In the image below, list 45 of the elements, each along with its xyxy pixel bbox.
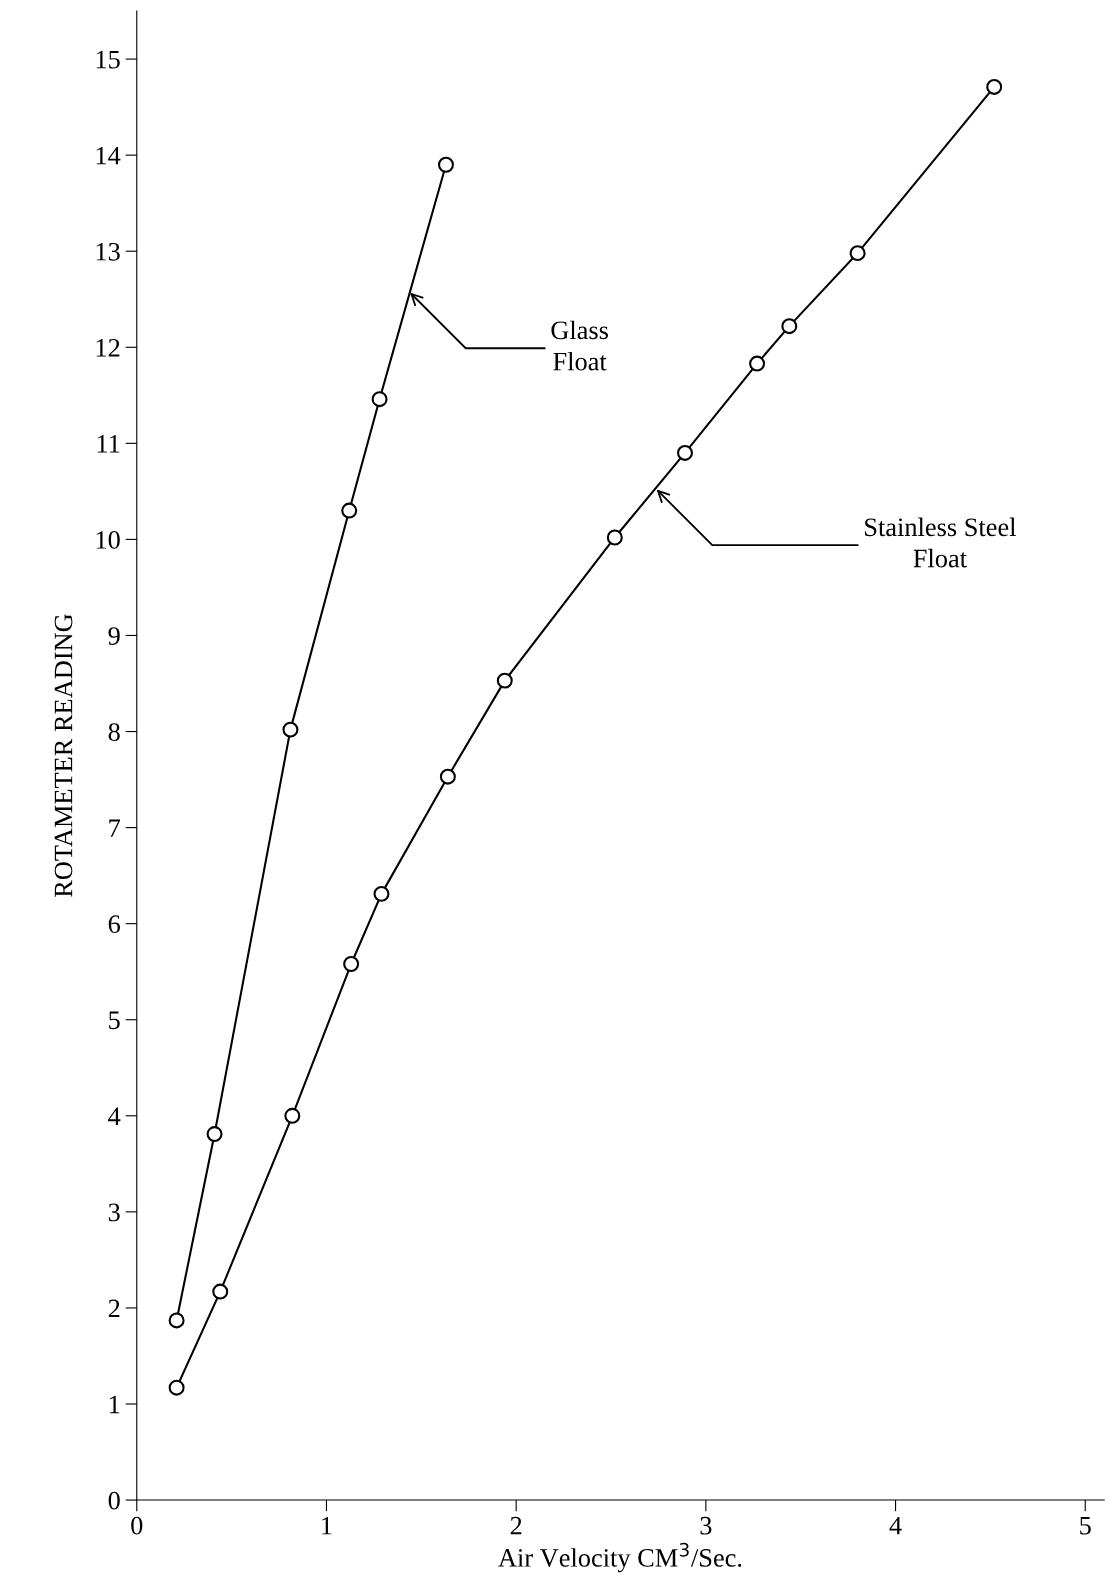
point [437, 156, 454, 173]
point [212, 1283, 229, 1300]
y-tick-label: 10 [96, 531, 120, 549]
point [282, 721, 299, 738]
y-tick-label: 6 [108, 915, 121, 934]
point [781, 318, 798, 335]
y-tick-label: 7 [109, 819, 121, 837]
point [343, 956, 360, 972]
y-tick-label: 2 [108, 1299, 120, 1318]
y-tick-label: 14 [96, 146, 121, 165]
y-axis-title: ROTAMETER READING [54, 614, 73, 898]
x-tick-label: 2 [510, 1516, 522, 1535]
point [168, 1379, 185, 1396]
point [371, 391, 388, 408]
y-tick-label: 0 [108, 1491, 120, 1510]
y-tick-label: 8 [108, 723, 120, 741]
point [341, 502, 358, 519]
x-tick-label: 1 [322, 1516, 332, 1535]
y-tick-label: 12 [96, 338, 120, 357]
x-tick-label: 4 [889, 1516, 902, 1535]
point [168, 1312, 185, 1329]
y-tick-label: 3 [108, 1203, 120, 1222]
point [606, 529, 623, 546]
y-tick-label: 9 [108, 627, 120, 645]
point [439, 768, 456, 785]
y-tick-label: 1 [109, 1395, 120, 1414]
x-tick-label: 5 [1080, 1517, 1091, 1535]
x-tick-label: 0 [131, 1516, 143, 1535]
point [749, 355, 766, 372]
point [496, 672, 513, 689]
point [373, 885, 390, 902]
annotation: Glass Float [551, 320, 608, 371]
x-tick-label: 3 [700, 1516, 712, 1535]
annotation: Stainless Steel Float [865, 517, 1016, 568]
x-axis-title: Air Velocity CM$^{3}$/Sec. [498, 1542, 742, 1573]
y-tick-label: 15 [96, 50, 120, 69]
point [849, 245, 866, 262]
y-tick-label: 5 [109, 1011, 120, 1030]
point [284, 1107, 301, 1124]
point [206, 1126, 223, 1143]
y-tick-label: 11 [97, 435, 120, 453]
y-tick-label: 4 [108, 1107, 121, 1125]
point [677, 444, 693, 461]
point [986, 78, 1003, 95]
y-tick-label: 13 [96, 242, 120, 261]
